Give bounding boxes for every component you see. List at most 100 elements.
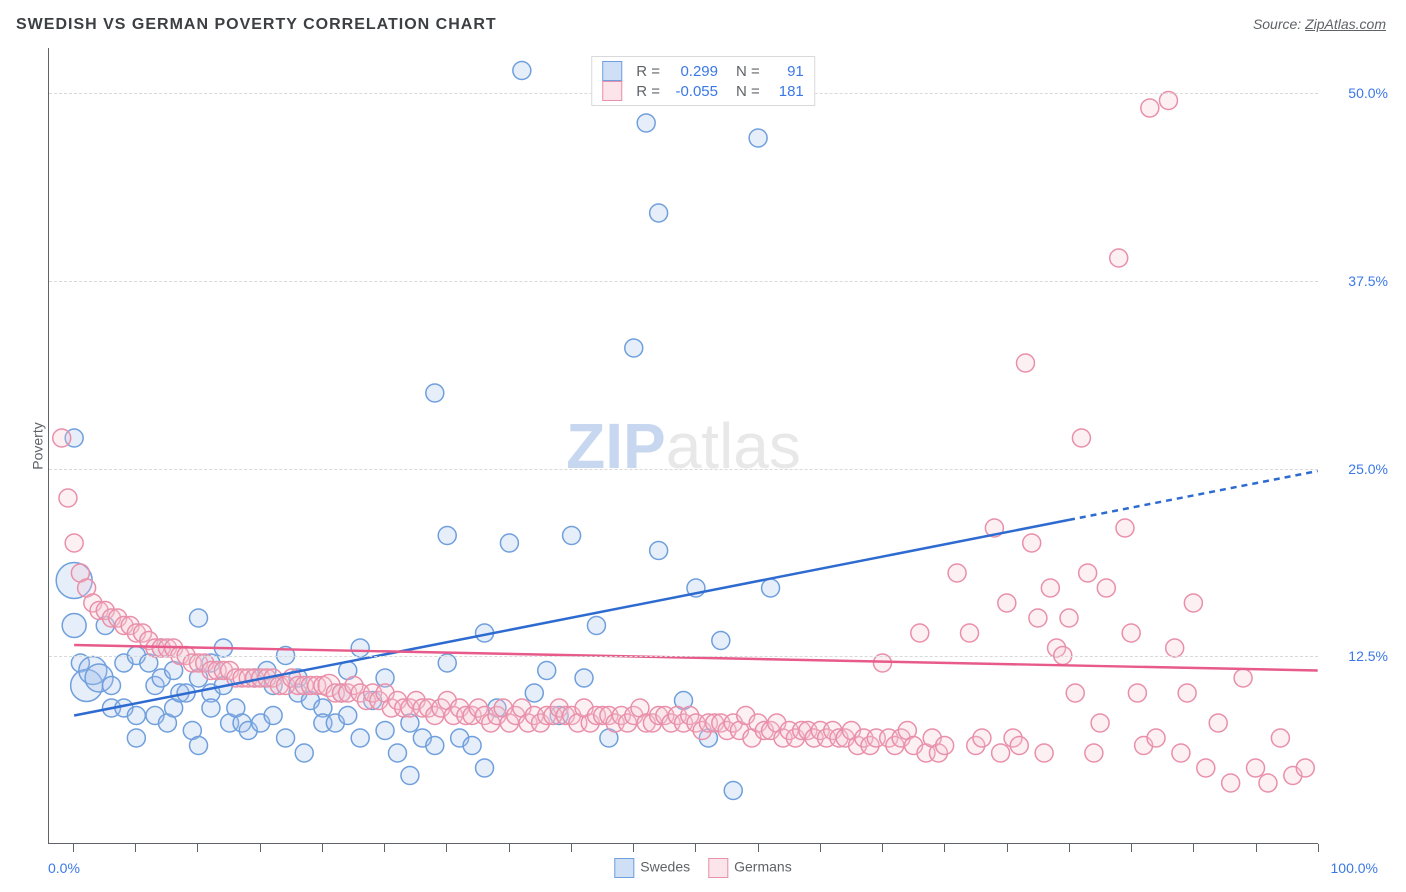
- scatter-point: [948, 564, 966, 582]
- n-label: N =: [736, 63, 760, 80]
- scatter-point: [1271, 729, 1289, 747]
- x-tick: [633, 844, 634, 852]
- scatter-point: [637, 114, 655, 132]
- scatter-point: [513, 62, 531, 80]
- correlation-legend-row: R = -0.055 N = 181: [602, 81, 804, 101]
- n-label: N =: [736, 83, 760, 100]
- scatter-point: [202, 699, 220, 717]
- gridline: [49, 656, 1318, 657]
- scatter-point: [911, 624, 929, 642]
- x-axis-min-label: 0.0%: [48, 860, 80, 876]
- y-axis-label: Poverty: [30, 422, 46, 469]
- scatter-point: [351, 639, 369, 657]
- scatter-point: [961, 624, 979, 642]
- scatter-point: [1178, 684, 1196, 702]
- scatter-point: [127, 729, 145, 747]
- scatter-point: [53, 429, 71, 447]
- scatter-point: [1184, 594, 1202, 612]
- x-tick: [820, 844, 821, 852]
- gridline: [49, 281, 1318, 282]
- scatter-point: [401, 767, 419, 785]
- scatter-point: [339, 707, 357, 725]
- scatter-point: [1147, 729, 1165, 747]
- scatter-point: [62, 614, 86, 638]
- scatter-point: [426, 384, 444, 402]
- scatter-point: [476, 759, 494, 777]
- source-link[interactable]: ZipAtlas.com: [1305, 16, 1386, 32]
- scatter-point: [973, 729, 991, 747]
- x-axis-max-label: 100.0%: [1331, 860, 1378, 876]
- y-tick-label: 12.5%: [1348, 648, 1388, 664]
- x-tick: [1193, 844, 1194, 852]
- scatter-point: [438, 527, 456, 545]
- x-tick: [1131, 844, 1132, 852]
- legend-swatch: [602, 81, 622, 101]
- gridline: [49, 469, 1318, 470]
- n-value: 91: [768, 63, 804, 80]
- scatter-point: [1016, 354, 1034, 372]
- plot-area: ZIPatlas: [48, 48, 1318, 844]
- chart-title: SWEDISH VS GERMAN POVERTY CORRELATION CH…: [16, 16, 497, 34]
- scatter-point: [1097, 579, 1115, 597]
- scatter-point: [1079, 564, 1097, 582]
- x-tick: [882, 844, 883, 852]
- scatter-point: [1222, 774, 1240, 792]
- scatter-point: [1166, 639, 1184, 657]
- scatter-point: [1209, 714, 1227, 732]
- scatter-point: [1035, 744, 1053, 762]
- scatter-point: [65, 534, 83, 552]
- scatter-point: [538, 662, 556, 680]
- x-tick: [322, 844, 323, 852]
- scatter-point: [1066, 684, 1084, 702]
- scatter-point: [102, 677, 120, 695]
- scatter-point: [388, 744, 406, 762]
- scatter-point: [500, 534, 518, 552]
- scatter-point: [1116, 519, 1134, 537]
- scatter-point: [376, 722, 394, 740]
- y-tick-label: 50.0%: [1348, 85, 1388, 101]
- x-tick: [73, 844, 74, 852]
- scatter-point: [998, 594, 1016, 612]
- source-attribution: Source: ZipAtlas.com: [1253, 16, 1386, 32]
- scatter-point: [1029, 609, 1047, 627]
- scatter-point: [1234, 669, 1252, 687]
- r-value: 0.299: [668, 63, 718, 80]
- n-value: 181: [768, 83, 804, 100]
- scatter-point: [1072, 429, 1090, 447]
- scatter-point: [1247, 759, 1265, 777]
- scatter-point: [762, 579, 780, 597]
- x-tick: [384, 844, 385, 852]
- legend-swatch: [708, 858, 728, 878]
- r-value: -0.055: [668, 83, 718, 100]
- legend-swatch: [602, 61, 622, 81]
- scatter-point: [463, 737, 481, 755]
- x-tick: [197, 844, 198, 852]
- scatter-point: [1091, 714, 1109, 732]
- series-name: Swedes: [640, 859, 690, 875]
- scatter-point: [749, 129, 767, 147]
- r-label: R =: [636, 83, 660, 100]
- correlation-legend: R = 0.299 N = 91R = -0.055 N = 181: [591, 56, 815, 106]
- scatter-point: [1122, 624, 1140, 642]
- scatter-point: [1259, 774, 1277, 792]
- scatter-point: [1172, 744, 1190, 762]
- x-tick: [1318, 844, 1319, 852]
- scatter-point: [650, 204, 668, 222]
- x-tick: [1007, 844, 1008, 852]
- x-tick: [944, 844, 945, 852]
- scatter-point: [525, 684, 543, 702]
- scatter-point: [295, 744, 313, 762]
- y-tick-label: 37.5%: [1348, 273, 1388, 289]
- scatter-point: [712, 632, 730, 650]
- scatter-point: [264, 707, 282, 725]
- scatter-point: [1041, 579, 1059, 597]
- scatter-point: [1128, 684, 1146, 702]
- scatter-point: [127, 707, 145, 725]
- correlation-legend-row: R =0.299N =91: [602, 61, 804, 81]
- scatter-point: [1110, 249, 1128, 267]
- x-tick: [1069, 844, 1070, 852]
- legend-swatch: [614, 858, 634, 878]
- scatter-point: [59, 489, 77, 507]
- x-tick: [695, 844, 696, 852]
- trend-line: [74, 520, 1069, 716]
